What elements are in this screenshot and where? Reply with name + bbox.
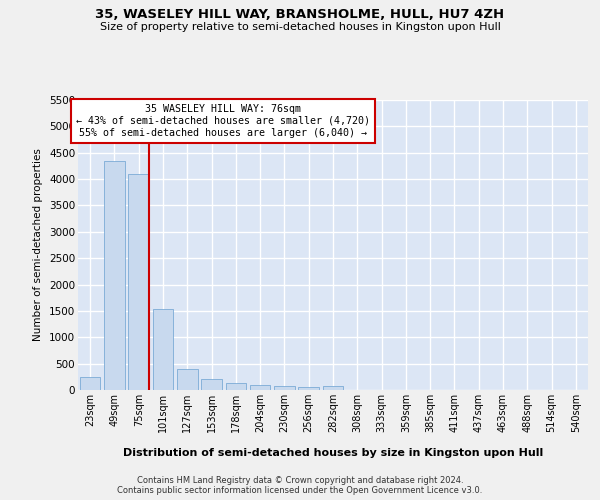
Bar xyxy=(323,386,343,390)
Text: Contains HM Land Registry data © Crown copyright and database right 2024.: Contains HM Land Registry data © Crown c… xyxy=(137,476,463,485)
Text: Distribution of semi-detached houses by size in Kingston upon Hull: Distribution of semi-detached houses by … xyxy=(123,448,543,458)
Bar xyxy=(201,379,222,390)
Bar xyxy=(226,383,246,390)
Text: Contains public sector information licensed under the Open Government Licence v3: Contains public sector information licen… xyxy=(118,486,482,495)
Text: 35 WASELEY HILL WAY: 76sqm
← 43% of semi-detached houses are smaller (4,720)
55%: 35 WASELEY HILL WAY: 76sqm ← 43% of semi… xyxy=(76,104,370,138)
Bar xyxy=(104,160,125,390)
Text: Size of property relative to semi-detached houses in Kingston upon Hull: Size of property relative to semi-detach… xyxy=(100,22,500,32)
Bar xyxy=(128,174,149,390)
Bar xyxy=(80,377,100,390)
Bar xyxy=(152,310,173,390)
Text: 35, WASELEY HILL WAY, BRANSHOLME, HULL, HU7 4ZH: 35, WASELEY HILL WAY, BRANSHOLME, HULL, … xyxy=(95,8,505,20)
Bar xyxy=(298,387,319,390)
Y-axis label: Number of semi-detached properties: Number of semi-detached properties xyxy=(34,148,43,342)
Bar xyxy=(177,370,197,390)
Bar xyxy=(274,386,295,390)
Bar xyxy=(250,386,271,390)
